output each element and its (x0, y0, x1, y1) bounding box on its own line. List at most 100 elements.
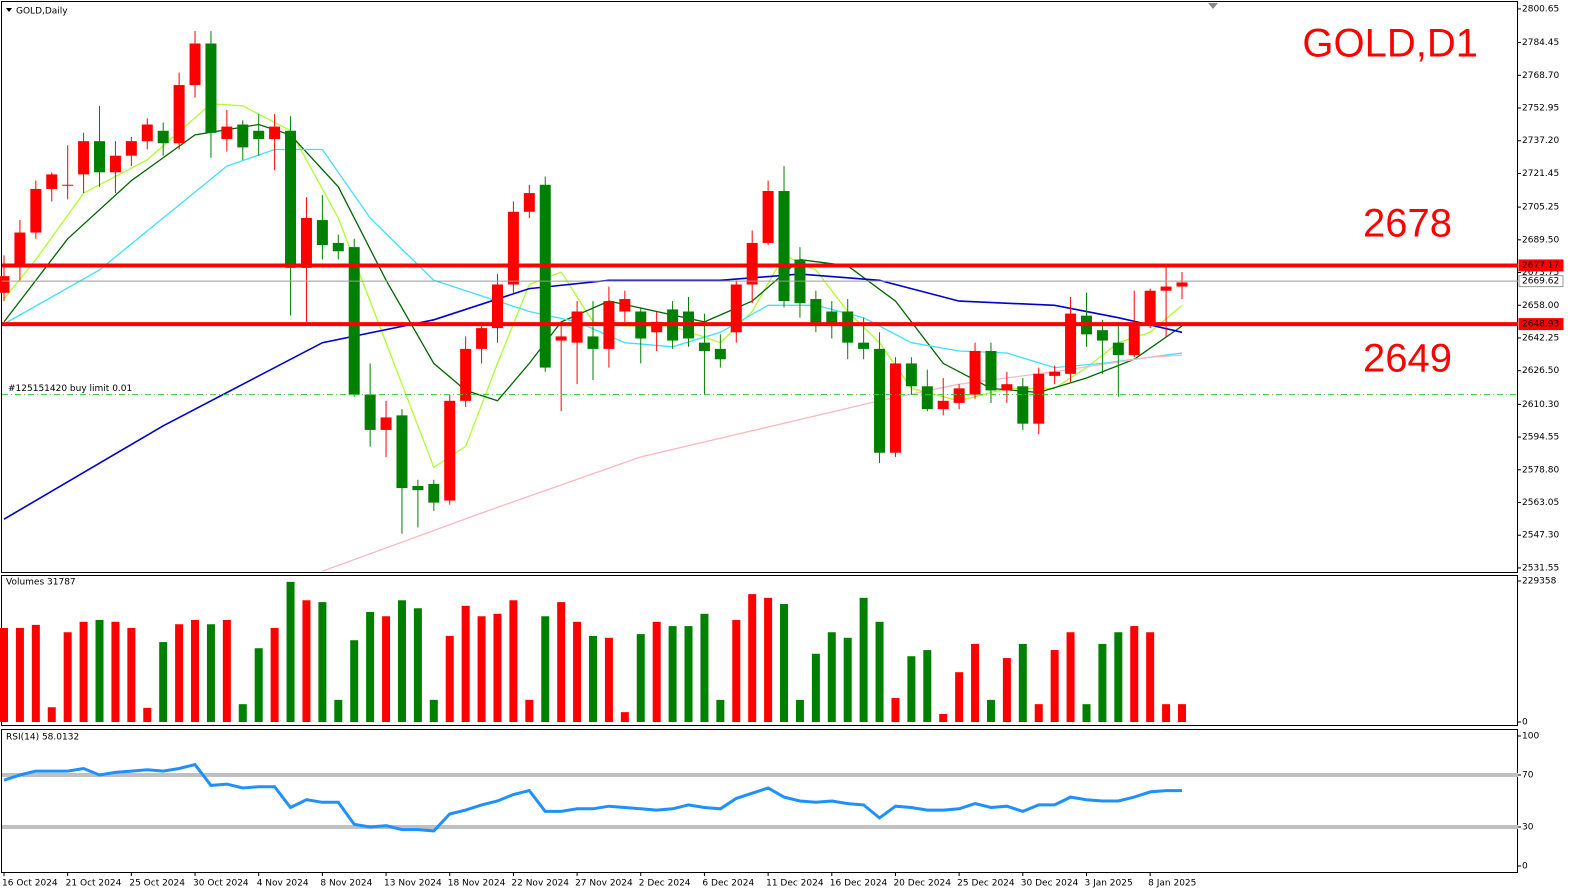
shift-marker (1208, 3, 1218, 9)
candle-body (285, 130, 297, 268)
candle-body (221, 126, 233, 140)
volume-bar (63, 632, 72, 722)
volume-bar (159, 642, 168, 722)
volume-bar (95, 619, 104, 722)
volume-bar (509, 600, 518, 722)
candle-body (905, 363, 917, 387)
candle-body (316, 220, 328, 246)
candle-body (300, 218, 312, 268)
volume-bar (604, 637, 613, 722)
volume-bar (843, 637, 852, 722)
volume-bar (684, 626, 693, 722)
candle-body (1001, 384, 1013, 391)
x-tick-label: 8 Jan 2025 (1148, 879, 1196, 889)
candle-body (651, 321, 663, 333)
x-tick-label: 27 Nov 2024 (575, 879, 633, 889)
candle-body (1144, 290, 1156, 324)
y-tick-label: 2547.30 (1522, 531, 1559, 541)
volume-bar (589, 635, 597, 722)
candle-body (348, 247, 360, 395)
volume-bar (907, 656, 916, 722)
volume-bar (270, 627, 279, 722)
candle-body (444, 400, 456, 501)
candle-body (1160, 286, 1172, 291)
volume-bar (382, 616, 391, 722)
volume-bar (1146, 632, 1155, 722)
candle-body (476, 328, 488, 349)
volume-bar (1178, 704, 1186, 722)
candle-body (1065, 313, 1077, 374)
x-tick-label: 2 Dec 2024 (639, 879, 691, 889)
volume-bar (302, 600, 311, 722)
volume-bar (143, 707, 152, 722)
level-annotation: 2649 (1363, 337, 1452, 381)
price-tag-label: 2669.62 (1522, 277, 1559, 287)
y-tick-label: 2705.25 (1522, 203, 1559, 213)
y-tick-label: 0 (1522, 718, 1528, 728)
x-tick-label: 3 Jan 2025 (1084, 879, 1132, 889)
y-tick-label: 100 (1522, 732, 1539, 742)
candle-body (428, 483, 440, 503)
candle-body (364, 394, 376, 430)
volume-bar (1034, 704, 1043, 722)
candle-body (1049, 371, 1061, 376)
volume-bar (222, 619, 231, 722)
candle-body (1033, 373, 1045, 424)
candle-body (1128, 323, 1140, 356)
candle-body (157, 130, 169, 144)
candle-body (109, 155, 121, 173)
candle-body (396, 415, 408, 489)
volume-bar (732, 619, 741, 722)
volume-bar (875, 621, 884, 722)
x-tick-label: 30 Dec 2024 (1021, 879, 1079, 889)
volume-bar (971, 643, 980, 722)
y-tick-label: 2800.65 (1522, 4, 1559, 14)
x-tick-label: 20 Dec 2024 (893, 879, 951, 889)
volume-bar (1066, 632, 1075, 722)
price-tag-label: 2677.17 (1522, 261, 1559, 271)
volume-bar (573, 621, 582, 722)
volume-bar (780, 603, 789, 722)
y-tick-label: 2626.50 (1522, 366, 1559, 376)
volume-bar (31, 624, 40, 722)
candle-body (14, 232, 26, 266)
candle-body (730, 284, 742, 333)
volume-bar (541, 616, 550, 722)
volume-bar (986, 699, 995, 722)
volume-bar (111, 621, 120, 722)
y-tick-label: 2768.70 (1522, 71, 1559, 81)
candle-body (874, 348, 886, 453)
x-tick-label: 8 Nov 2024 (320, 879, 372, 889)
candle-body (237, 124, 249, 148)
volume-bar (1002, 658, 1011, 722)
candle-body (842, 311, 854, 343)
x-tick-label: 30 Oct 2024 (193, 879, 249, 889)
y-tick-label: 30 (1522, 823, 1534, 833)
x-tick-label: 4 Nov 2024 (257, 879, 309, 889)
candle-body (539, 184, 551, 368)
candle-body (698, 342, 710, 351)
volume-bar (175, 624, 184, 722)
candle-body (332, 242, 344, 252)
price-tag (1518, 275, 1564, 288)
candle-body (412, 485, 424, 491)
volume-bar (668, 626, 677, 722)
volume-bar (652, 621, 661, 722)
candle-body (1096, 330, 1108, 341)
volume-bar (350, 640, 359, 722)
candle-body (1017, 386, 1029, 424)
candle-body (714, 348, 726, 360)
candle-body (173, 85, 185, 144)
volume-bar (716, 699, 725, 722)
volume-bar (254, 648, 263, 722)
volume-bar (939, 714, 948, 722)
volume-bar (795, 699, 804, 722)
candle-body (619, 299, 631, 312)
candle-body (1176, 282, 1188, 287)
volume-bar (413, 608, 422, 722)
volume-bar (127, 627, 136, 722)
volume-bar (397, 600, 406, 722)
